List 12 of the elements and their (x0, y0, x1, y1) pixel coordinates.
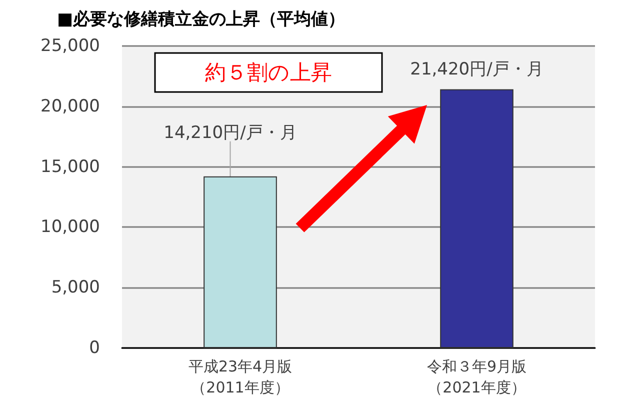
y-tick-label: 15,000 (40, 156, 100, 177)
x-tick-label: 平成23年4月版（2011年度） (188, 358, 292, 396)
y-tick-label: 10,000 (40, 217, 100, 238)
y-tick-label: 25,000 (40, 36, 100, 56)
data-label: 21,420円/戸・月 (410, 60, 544, 80)
chart-title: ■必要な修繕積立金の上昇（平均値） (57, 10, 346, 30)
data-label: 14,210円/戸・月 (164, 122, 297, 143)
annotation: 約５割の上昇 (205, 60, 332, 84)
y-tick-label: 5,000 (51, 278, 100, 298)
x-tick-label: 令和３年9月版（2021年度） (426, 358, 527, 396)
y-tick-label: 20,000 (40, 96, 100, 116)
y-tick-label: 0 (89, 338, 100, 358)
